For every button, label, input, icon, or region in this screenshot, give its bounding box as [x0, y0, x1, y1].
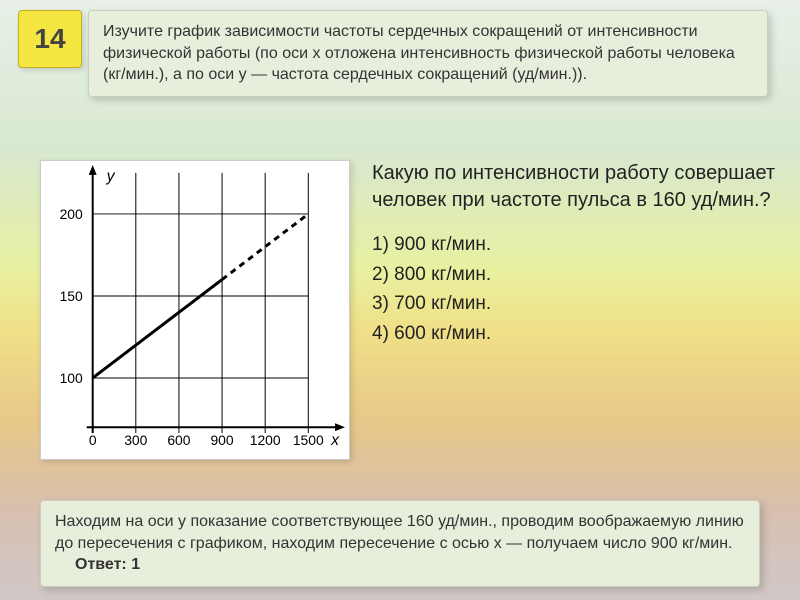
option-1: 1) 900 кг/мин.: [372, 232, 777, 258]
svg-text:y: y: [106, 168, 116, 185]
problem-statement-panel: Изучите график зависимости частоты серде…: [88, 10, 768, 97]
option-4: 4) 600 кг/мин.: [372, 321, 777, 347]
svg-text:600: 600: [167, 432, 190, 448]
svg-text:150: 150: [60, 288, 83, 304]
svg-text:900: 900: [210, 432, 233, 448]
svg-text:300: 300: [124, 432, 147, 448]
line-chart: 0 300 600 900 1200 1500 100 150 200 y x: [41, 161, 349, 459]
question-area: Какую по интенсивности работу совершает …: [372, 160, 777, 351]
problem-statement-text: Изучите график зависимости частоты серде…: [103, 23, 735, 83]
question-text: Какую по интенсивности работу совершает …: [372, 160, 777, 214]
chart-container: 0 300 600 900 1200 1500 100 150 200 y x: [40, 160, 350, 460]
question-number: 14: [34, 23, 65, 55]
solution-text: Находим на оси y показание соответствующ…: [55, 513, 744, 552]
option-3: 3) 700 кг/мин.: [372, 291, 777, 317]
option-2: 2) 800 кг/мин.: [372, 262, 777, 288]
solution-panel: Находим на оси y показание соответствующ…: [40, 500, 760, 587]
svg-text:200: 200: [60, 206, 83, 222]
answer-label: Ответ: 1: [75, 556, 140, 573]
svg-text:100: 100: [60, 370, 83, 386]
svg-text:x: x: [330, 432, 340, 449]
question-number-badge: 14: [18, 10, 82, 68]
svg-text:1200: 1200: [250, 432, 281, 448]
svg-text:1500: 1500: [293, 432, 324, 448]
svg-text:0: 0: [89, 432, 97, 448]
answer-options: 1) 900 кг/мин. 2) 800 кг/мин. 3) 700 кг/…: [372, 232, 777, 347]
